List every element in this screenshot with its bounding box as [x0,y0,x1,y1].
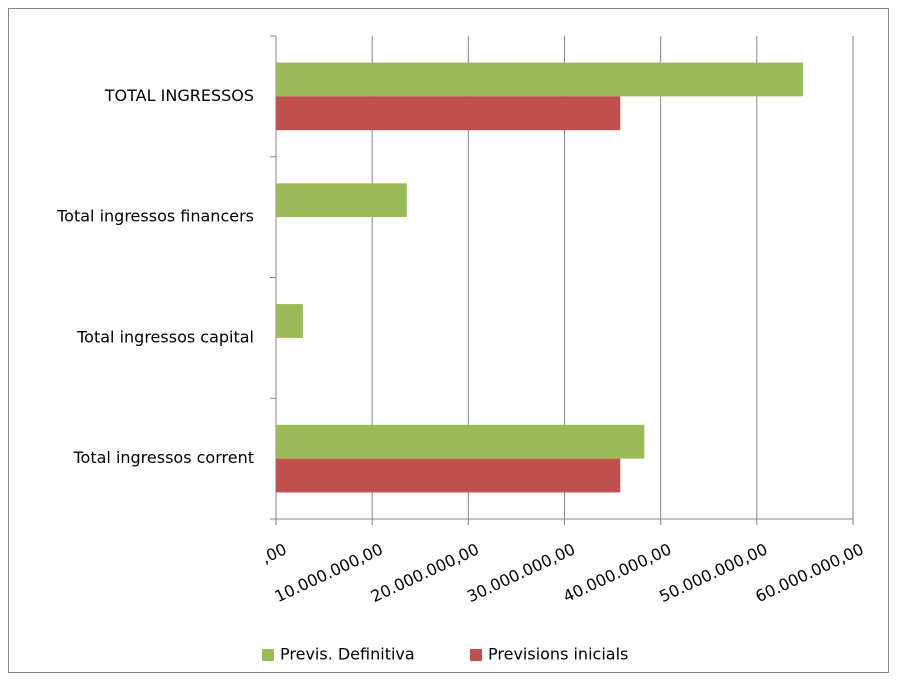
y-tick-label: Total ingressos capital [76,327,254,346]
legend-swatch [470,649,482,661]
bar [276,424,645,459]
y-tick-label: Total ingressos corrent [72,448,254,467]
y-tick-label: Total ingressos financers [56,207,254,226]
bar [276,458,621,493]
bar [276,304,303,338]
legend-label: Previs. Definitiva [280,645,415,664]
legend-label: Previsions inicials [488,645,628,664]
bar [276,96,621,131]
legend-swatch [262,649,274,661]
bar [276,62,803,97]
bar [276,183,407,218]
y-tick-label: TOTAL INGRESSOS [104,86,254,105]
